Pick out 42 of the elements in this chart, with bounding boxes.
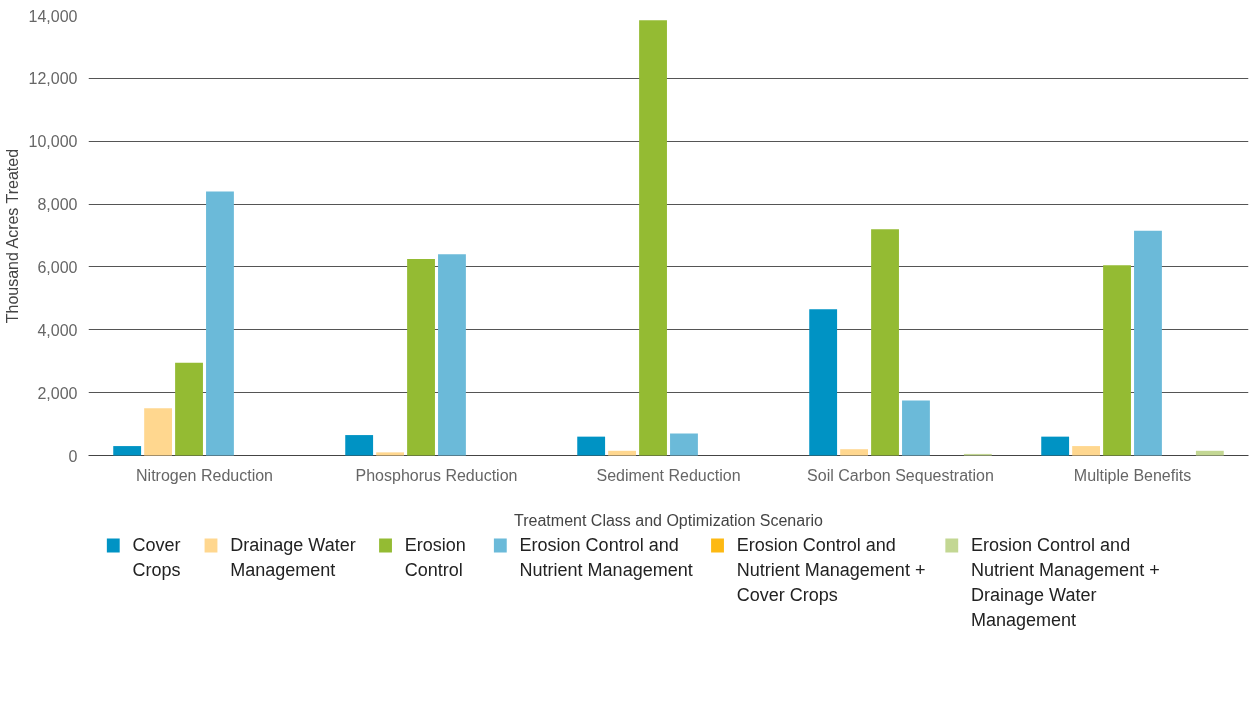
y-tick-label: 4,000 — [37, 321, 78, 339]
legend-label: Erosion Control and Nutrient Management + Drainage Water Management — [971, 534, 1160, 630]
bar — [902, 400, 930, 456]
bar — [438, 254, 466, 456]
bar — [577, 436, 606, 456]
x-tick-label: Sediment Reduction — [596, 466, 741, 484]
bar — [345, 435, 374, 456]
y-tick-label: 12,000 — [28, 70, 78, 88]
legend-label: Erosion Control and Nutrient Management + Cover Crops — [736, 534, 926, 605]
legend-label: Erosion Control and Nutrient Management — [519, 534, 693, 580]
legend-label: Cover Crops — [132, 534, 181, 580]
y-tick-label: 6,000 — [37, 258, 78, 276]
bar — [407, 259, 435, 456]
x-tick-label: Nitrogen Reduction — [136, 466, 273, 484]
x-axis-title: Treatment Class and Optimization Scenario — [514, 511, 824, 529]
bar — [639, 20, 667, 456]
bar — [1072, 446, 1101, 456]
bar — [1134, 230, 1162, 456]
bar — [175, 362, 203, 456]
bar — [144, 408, 173, 456]
bar — [113, 446, 142, 456]
x-tick-label: Soil Carbon Sequestration — [807, 466, 994, 484]
y-axis-title: Thousand Acres Treated — [3, 148, 21, 324]
bar — [840, 449, 869, 456]
bar — [1103, 265, 1131, 456]
legend-label: Erosion Control — [404, 534, 466, 580]
bar — [670, 433, 698, 456]
bar — [871, 229, 899, 456]
y-tick-label: 14,000 — [28, 7, 78, 25]
bar — [809, 309, 838, 456]
bar — [376, 452, 405, 456]
y-tick-label: 0 — [68, 447, 78, 465]
legend-label: Drainage Water Management — [230, 534, 356, 580]
y-tick-label: 8,000 — [37, 196, 78, 214]
x-tick-label: Multiple Benefits — [1073, 466, 1192, 484]
bar — [608, 450, 637, 456]
x-tick-label: Phosphorus Reduction — [355, 466, 518, 484]
y-tick-label: 2,000 — [37, 384, 78, 402]
y-tick-label: 10,000 — [28, 133, 78, 151]
bar — [206, 191, 234, 456]
bar — [1041, 436, 1070, 456]
bar — [1195, 450, 1224, 456]
